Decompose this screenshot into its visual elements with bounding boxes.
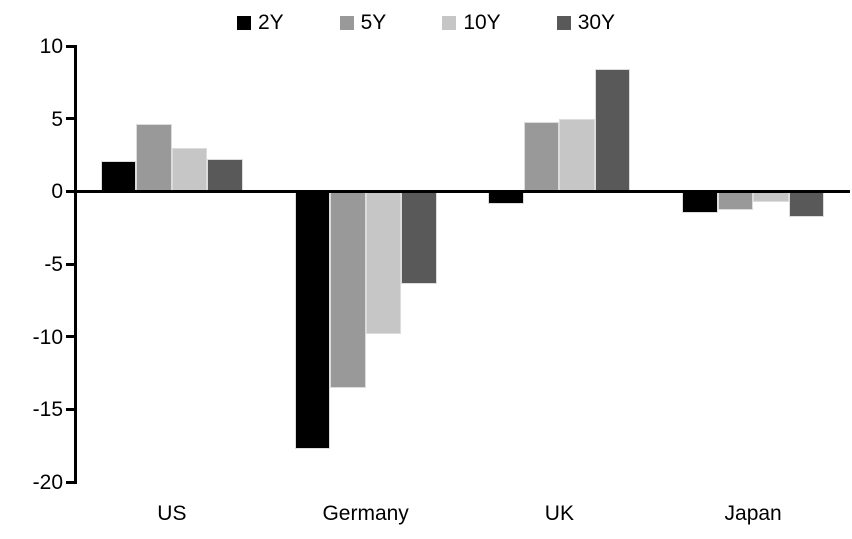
bar-uk-30y — [594, 69, 631, 192]
bar-us-2y — [100, 160, 137, 192]
legend-label: 5Y — [360, 11, 387, 34]
legend-item-2y: 2Y — [236, 11, 284, 34]
bar-japan-2y — [682, 191, 718, 214]
bar-us-5y — [136, 124, 172, 192]
legend-swatch-icon — [442, 15, 457, 30]
legend-label: 10Y — [463, 11, 501, 34]
chart-legend: 2Y 5Y 10Y 30Y — [0, 12, 852, 33]
bar-germany-30y — [401, 191, 437, 285]
y-tick-label: -15 — [32, 398, 63, 422]
legend-item-5y: 5Y — [339, 11, 387, 34]
x-category-label: UK — [544, 502, 574, 525]
bar-uk-10y — [559, 118, 595, 192]
y-tick-mark — [66, 407, 75, 411]
legend-item-30y: 30Y — [556, 11, 616, 34]
legend-item-10y: 10Y — [442, 11, 501, 34]
bar-us-10y — [171, 147, 208, 192]
bar-us-30y — [207, 159, 243, 192]
x-category-label: US — [157, 502, 187, 525]
y-tick-mark — [66, 335, 75, 339]
y-tick-label: -20 — [32, 471, 63, 494]
legend-swatch-icon — [339, 15, 354, 30]
y-tick-label: 10 — [39, 35, 63, 58]
legend-swatch-icon — [556, 15, 571, 30]
y-tick-label: 5 — [51, 107, 63, 131]
bar-japan-5y — [717, 191, 754, 211]
y-tick-label: -10 — [32, 325, 63, 349]
bar-japan-10y — [753, 191, 789, 202]
bar-japan-30y — [788, 191, 825, 218]
bar-germany-10y — [365, 191, 402, 334]
legend-label: 30Y — [577, 11, 616, 34]
bar-germany-2y — [294, 191, 331, 449]
legend-swatch-icon — [236, 15, 251, 30]
y-tick-mark — [66, 262, 75, 266]
y-axis-line — [73, 44, 77, 484]
y-tick-mark — [66, 44, 75, 48]
bar-uk-5y — [523, 121, 560, 192]
legend-label: 2Y — [257, 11, 284, 34]
x-category-label: Japan — [724, 502, 782, 525]
x-axis-line — [73, 189, 850, 193]
x-category-label: Germany — [322, 502, 409, 525]
y-tick-mark — [66, 189, 75, 193]
y-tick-label: 0 — [51, 180, 63, 204]
bar-uk-2y — [488, 191, 524, 205]
y-tick-label: -5 — [44, 253, 63, 276]
y-tick-mark — [66, 480, 75, 484]
y-tick-mark — [66, 117, 75, 121]
bar-germany-5y — [330, 191, 366, 388]
